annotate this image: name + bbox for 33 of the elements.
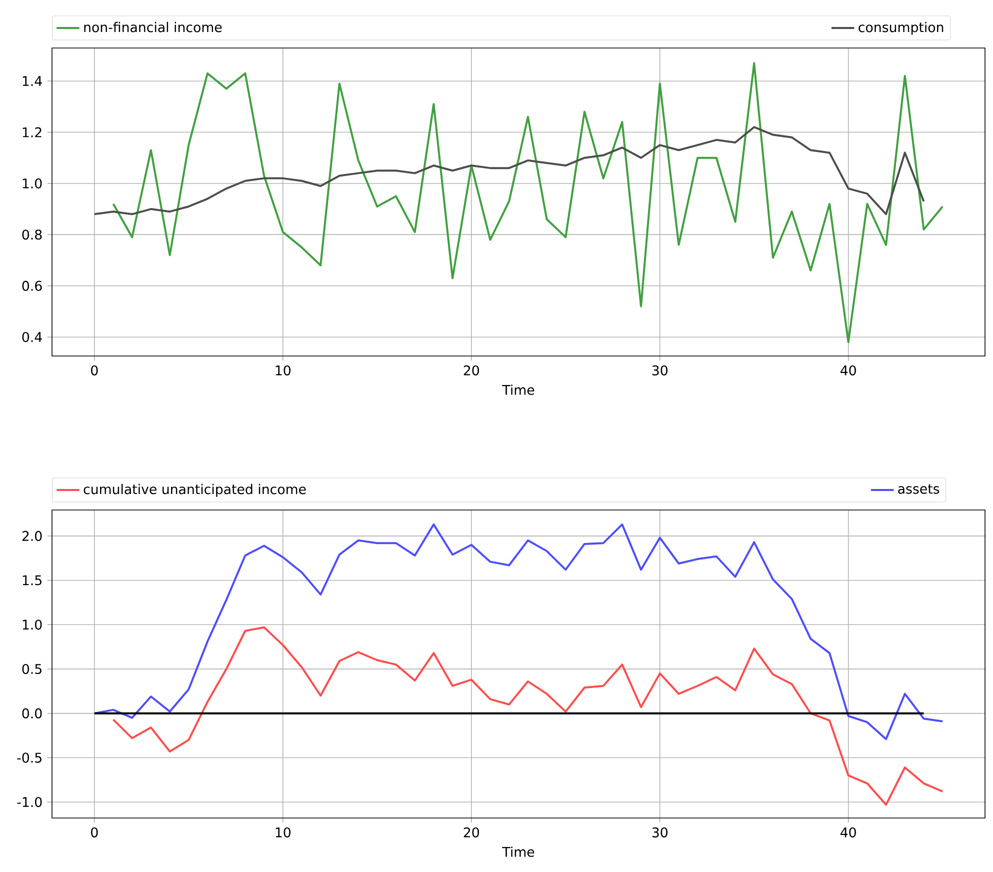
x-tick-label: 20: [464, 827, 479, 838]
legend-label: non-financial income: [84, 22, 222, 32]
legend-label: assets: [898, 484, 940, 494]
x-tick-label: 10: [276, 827, 291, 838]
y-tick-label: 0.4: [22, 332, 42, 342]
x-tick-label: 30: [652, 365, 668, 376]
y-tick-label: 1.0: [22, 178, 42, 188]
line-series: [93, 126, 925, 216]
y-tick-label: 0.6: [22, 280, 42, 291]
y-tick-label: 1.4: [22, 76, 42, 86]
x-tick-label: 10: [276, 365, 291, 376]
line-series: [112, 62, 944, 344]
x-tick-label: 0: [91, 827, 98, 838]
line-series: [93, 523, 944, 740]
y-tick-label: 1.5: [22, 575, 42, 586]
x-tick-label: 0: [91, 365, 98, 376]
y-tick-label: -1.0: [17, 796, 42, 808]
x-tick-label: 30: [652, 827, 668, 838]
x-tick-label: 40: [840, 827, 856, 838]
y-tick-label: 0.0: [22, 708, 42, 718]
y-tick-label: -0.5: [17, 752, 42, 763]
x-axis-title: Time: [502, 384, 534, 395]
y-tick-label: 0.8: [22, 230, 42, 240]
legend-label: cumulative unanticipated income: [84, 484, 306, 497]
x-tick-label: 40: [840, 365, 856, 376]
line-series: [112, 626, 944, 806]
y-tick-label: 1.2: [22, 127, 42, 138]
legend-label: consumption: [858, 22, 944, 35]
y-tick-label: 1.0: [22, 620, 42, 630]
x-axis-title: Time: [502, 846, 534, 857]
y-tick-label: 0.5: [22, 664, 42, 674]
y-tick-label: 2.0: [22, 530, 42, 542]
x-tick-label: 20: [464, 365, 479, 376]
